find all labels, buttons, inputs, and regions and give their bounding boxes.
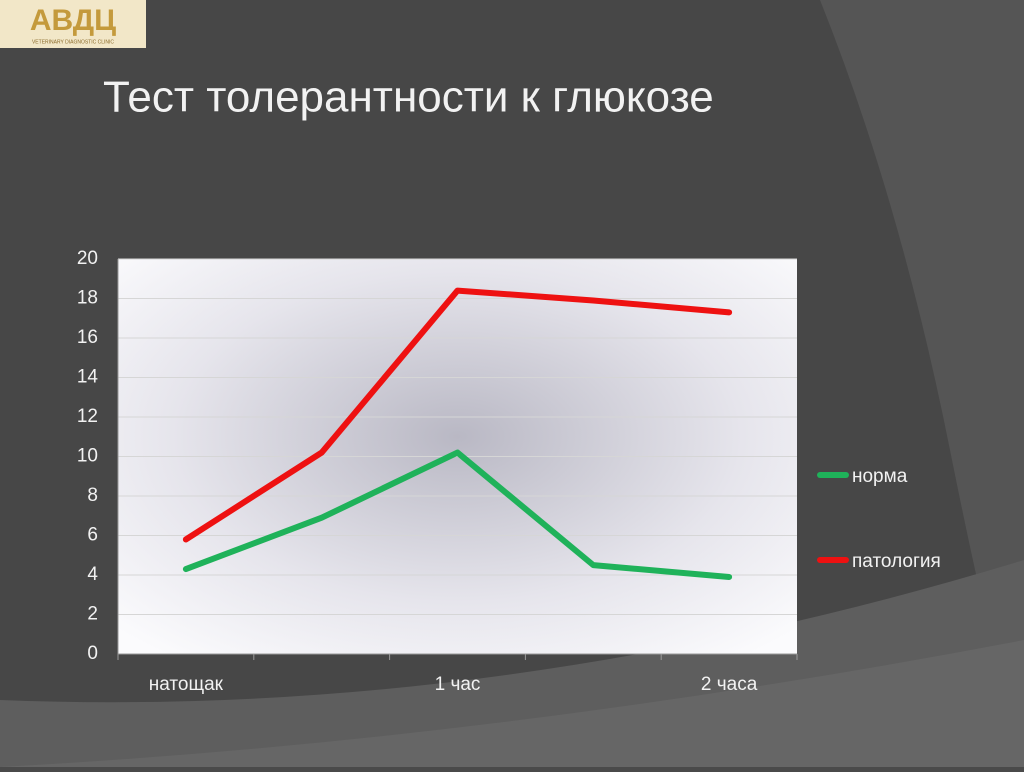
bg-shape <box>820 0 1024 767</box>
legend-label: норма <box>852 466 908 487</box>
chart-title: Тест толерантности к глюкозе <box>103 73 714 122</box>
x-tick-label: 2 часа <box>701 674 758 695</box>
logo-box <box>0 0 146 48</box>
logo-title: АВДЦ <box>30 4 116 37</box>
y-tick-label: 16 <box>77 327 98 348</box>
series-line <box>182 449 733 580</box>
y-tick-label: 18 <box>77 288 98 309</box>
series-line <box>182 287 733 543</box>
y-tick-label: 14 <box>77 367 99 388</box>
x-tick-label: натощак <box>149 674 224 695</box>
y-tick-label: 20 <box>77 248 98 269</box>
y-tick-label: 10 <box>77 446 98 467</box>
y-tick-label: 8 <box>87 485 98 506</box>
bg-shape <box>0 640 1024 767</box>
y-tick-label: 12 <box>77 406 98 427</box>
y-tick-label: 4 <box>87 564 98 585</box>
legend-label: патология <box>852 551 941 572</box>
y-tick-label: 2 <box>87 604 98 625</box>
x-tick-label: 1 час <box>435 674 481 695</box>
y-tick-label: 6 <box>87 525 98 546</box>
logo-subtitle: VETERINARY DIAGNOSTIC CLINIC <box>32 39 114 45</box>
y-tick-label: 0 <box>87 643 98 664</box>
